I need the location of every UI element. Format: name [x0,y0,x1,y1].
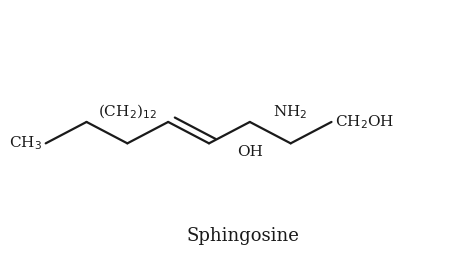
Text: (CH$_2$)$_{12}$: (CH$_2$)$_{12}$ [98,102,157,121]
Text: OH: OH [237,145,263,159]
Text: NH$_2$: NH$_2$ [273,103,308,121]
Text: Sphingosine: Sphingosine [187,227,300,245]
Text: CH$_2$OH: CH$_2$OH [335,113,394,131]
Text: CH$_3$: CH$_3$ [9,134,42,152]
